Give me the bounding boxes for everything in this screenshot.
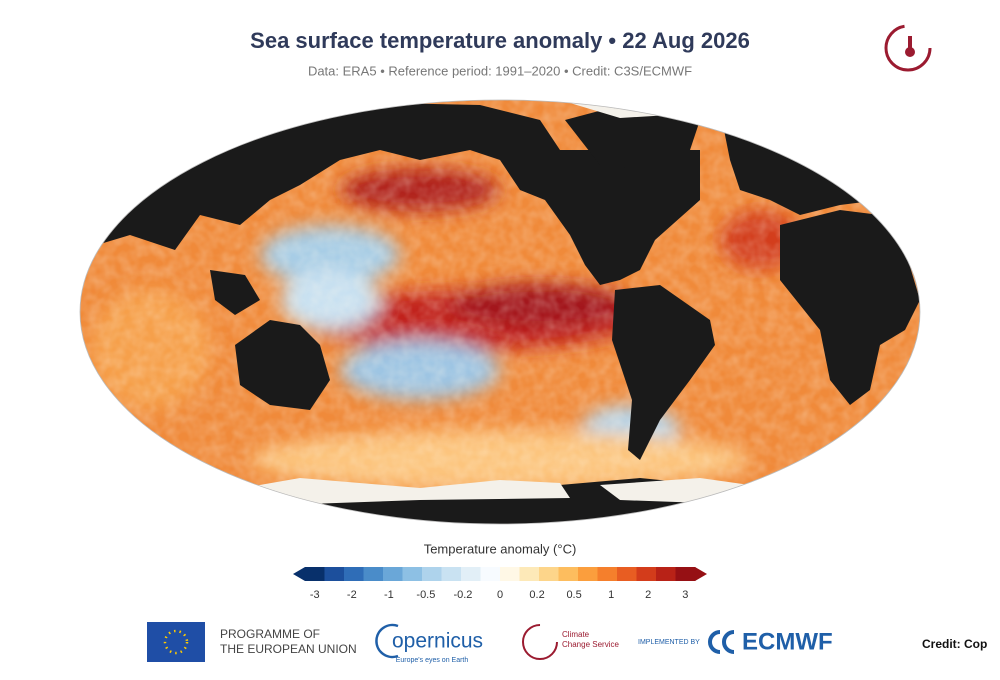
copernicus-c — [375, 623, 399, 659]
ecmwf-mark — [708, 630, 735, 654]
colorbar-segment — [441, 567, 462, 581]
colorbar-segment — [344, 567, 364, 581]
colorbar-segment — [617, 567, 637, 581]
implemented-by: IMPLEMENTED BY — [638, 639, 700, 646]
colorbar-segment — [383, 567, 403, 581]
c3s-top-logo — [884, 24, 932, 72]
c3s-logo — [522, 624, 558, 660]
colorbar-segment — [656, 567, 676, 581]
colorbar-tick-label: 0.2 — [529, 589, 544, 601]
colorbar-tick-label: -2 — [347, 589, 357, 601]
eu-text-line-1: PROGRAMME OF — [220, 627, 320, 641]
colorbar-tick-label: -0.2 — [453, 589, 472, 601]
colorbar-tick-label: -1 — [384, 589, 394, 601]
colorbar-segment — [363, 567, 384, 581]
colorbar-segment — [578, 567, 598, 581]
colorbar-end — [293, 567, 305, 581]
credit: Credit: Cop — [922, 637, 987, 651]
colorbar-segment — [500, 567, 520, 581]
eu-logo — [147, 622, 205, 662]
colorbar-segment — [305, 567, 325, 581]
colorbar-segment — [558, 567, 579, 581]
colorbar-segment — [402, 567, 423, 581]
colorbar-end — [695, 567, 707, 581]
colorbar-segment — [675, 567, 696, 581]
colorbar-segment — [539, 567, 559, 581]
colorbar-segment — [597, 567, 618, 581]
c3s-text-line-1: Climate — [562, 630, 590, 639]
colorbar-tick-label: 1 — [608, 589, 614, 601]
colorbar-tick-label: 2 — [645, 589, 651, 601]
colorbar-title: Temperature anomaly (°C) — [424, 541, 577, 556]
eu-text-line-2: THE EUROPEAN UNION — [220, 642, 357, 656]
colorbar-segment — [636, 567, 657, 581]
title: Sea surface temperature anomaly • 22 Aug… — [250, 28, 750, 53]
colorbar-tick-label: -3 — [310, 589, 320, 601]
ecmwf-text: ECMWF — [742, 628, 833, 655]
colorbar: -3 -2 -1 -0.5 -0.2 0 0.2 0.5 1 2 3 — [293, 567, 707, 601]
colorbar-segment — [480, 567, 501, 581]
colorbar-tick-label: 0 — [497, 589, 503, 601]
colorbar-segment — [461, 567, 481, 581]
map — [80, 100, 920, 524]
copernicus-tagline: Europe's eyes on Earth — [396, 657, 469, 664]
colorbar-segment — [519, 567, 540, 581]
colorbar-segment — [422, 567, 442, 581]
subtitle: Data: ERA5 • Reference period: 1991–2020… — [308, 63, 692, 78]
colorbar-tick-label: -0.5 — [416, 589, 435, 601]
copernicus-text: opernicus — [392, 630, 483, 653]
map-outline — [79, 99, 921, 525]
colorbar-segment — [324, 567, 345, 581]
colorbar-tick-label: 0.5 — [566, 589, 581, 601]
c3s-text-line-2: Change Service — [562, 640, 619, 649]
colorbar-tick-label: 3 — [682, 589, 688, 601]
